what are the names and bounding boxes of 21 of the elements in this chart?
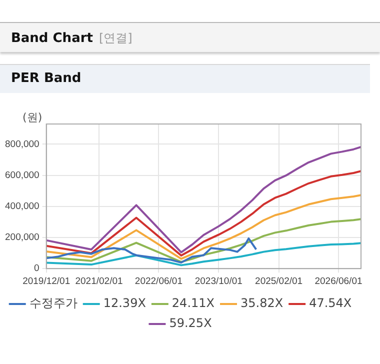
x-tick-label: 2022/06/01 bbox=[134, 276, 182, 287]
x-tick-label: 2023/10/01 bbox=[194, 276, 242, 287]
y-tick-label: 600,000 bbox=[4, 170, 40, 181]
legend-label: 47.54X bbox=[309, 296, 352, 310]
x-tick-label: 2019/12/01 bbox=[22, 276, 70, 287]
x-tick-label: 2021/02/01 bbox=[75, 276, 123, 287]
legend-label: 12.39X bbox=[103, 296, 146, 310]
y-tick-label: 0 bbox=[34, 263, 40, 274]
x-tick-label: 2025/02/01 bbox=[255, 276, 303, 287]
y-tick-label: 800,000 bbox=[4, 138, 40, 150]
y-tick-label: 400,000 bbox=[4, 201, 40, 212]
legend-label: 수정주가 bbox=[29, 296, 78, 310]
x-tick-label: 2026/06/01 bbox=[314, 276, 362, 287]
y-axis-title: (원) bbox=[22, 110, 42, 124]
y-tick-label: 200,000 bbox=[4, 232, 40, 244]
legend-label: 24.11X bbox=[172, 296, 215, 310]
legend-label: 59.25X bbox=[169, 316, 212, 330]
chart-title: Band Chart bbox=[11, 31, 93, 46]
text: [연결] bbox=[98, 31, 132, 45]
chart-subtitle: PER Band bbox=[0, 64, 370, 93]
legend-label: 35.82X bbox=[240, 296, 284, 310]
